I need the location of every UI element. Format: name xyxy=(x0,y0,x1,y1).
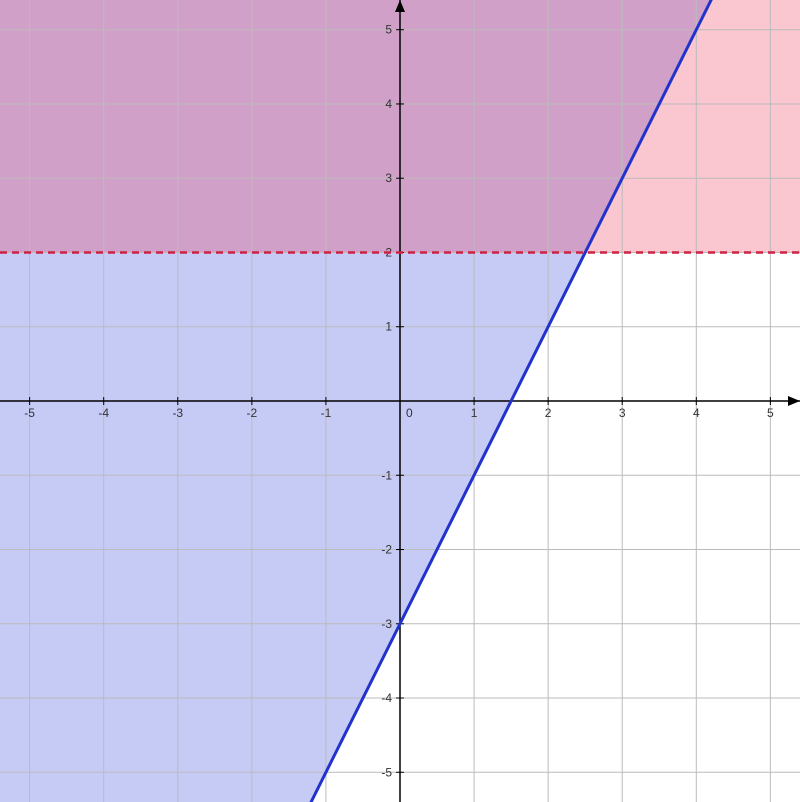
y-tick-label: -5 xyxy=(381,765,392,779)
y-tick-label: -3 xyxy=(381,617,392,631)
y-tick-label: 1 xyxy=(385,320,392,334)
x-tick-label: -5 xyxy=(24,406,35,420)
y-tick-label: 4 xyxy=(385,97,392,111)
x-tick-label: -2 xyxy=(247,406,258,420)
x-tick-label: 2 xyxy=(545,406,552,420)
x-tick-label: 3 xyxy=(619,406,626,420)
chart-svg: -5-4-3-2-1012345-5-4-3-2-112345 xyxy=(0,0,800,802)
x-tick-label: -1 xyxy=(321,406,332,420)
x-tick-label: 0 xyxy=(406,406,413,420)
x-tick-label: 5 xyxy=(767,406,774,420)
inequality-chart: -5-4-3-2-1012345-5-4-3-2-112345 xyxy=(0,0,800,802)
x-tick-label: -4 xyxy=(98,406,109,420)
y-tick-label: 5 xyxy=(385,23,392,37)
y-tick-label: -2 xyxy=(381,543,392,557)
x-tick-label: 1 xyxy=(471,406,478,420)
y-tick-label: 3 xyxy=(385,171,392,185)
x-tick-label: 4 xyxy=(693,406,700,420)
y-tick-label: -4 xyxy=(381,691,392,705)
y-tick-label: -1 xyxy=(381,468,392,482)
x-tick-label: -3 xyxy=(172,406,183,420)
